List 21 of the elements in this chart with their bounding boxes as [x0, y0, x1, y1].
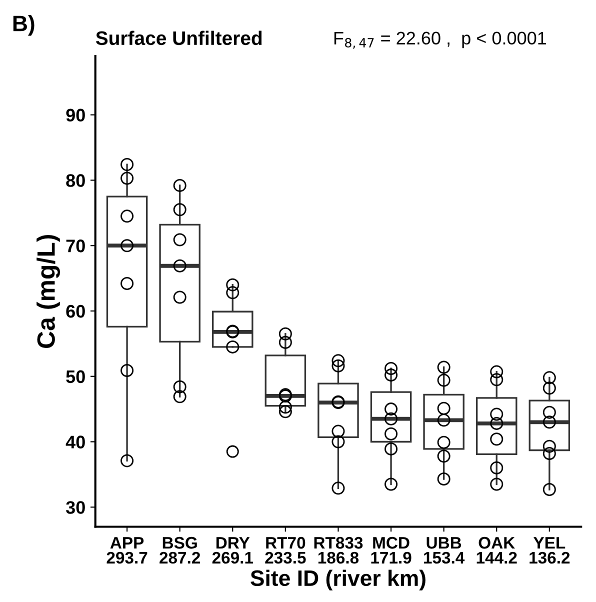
y-tick-label: 30 [66, 501, 85, 514]
y-axis-title: Ca (mg/L) [36, 234, 60, 348]
x-tick-label: UBB 153.4 [424, 537, 465, 564]
x-tick-label: DRY 269.1 [212, 537, 254, 564]
chart-title: Surface Unfiltered [96, 30, 262, 46]
y-tick-label: 40 [66, 436, 85, 448]
x-tick-label: BSG 287.2 [160, 536, 200, 564]
text: F$_{8,47}$ = 22.60 , p < 0.0001 [334, 32, 546, 49]
x-tick-label: RT70 233.5 [265, 536, 306, 564]
x-tick-label: YEL 136.2 [530, 537, 570, 564]
x-tick-label: RT833 186.8 [314, 536, 363, 564]
y-tick-label: 80 [66, 174, 85, 187]
y-tick-label: 50 [66, 370, 85, 384]
x-axis-title: Site ID (river km) [250, 570, 426, 590]
y-tick-label: 60 [66, 304, 85, 318]
x-tick-label: MCD 171.9 [371, 536, 412, 564]
x-tick-label: OAK 144.2 [476, 536, 517, 564]
text: B) [13, 15, 34, 36]
y-tick-label: 70 [66, 240, 85, 252]
y-tick-label: 90 [66, 108, 85, 122]
x-tick-label: APP 293.7 [106, 537, 148, 564]
